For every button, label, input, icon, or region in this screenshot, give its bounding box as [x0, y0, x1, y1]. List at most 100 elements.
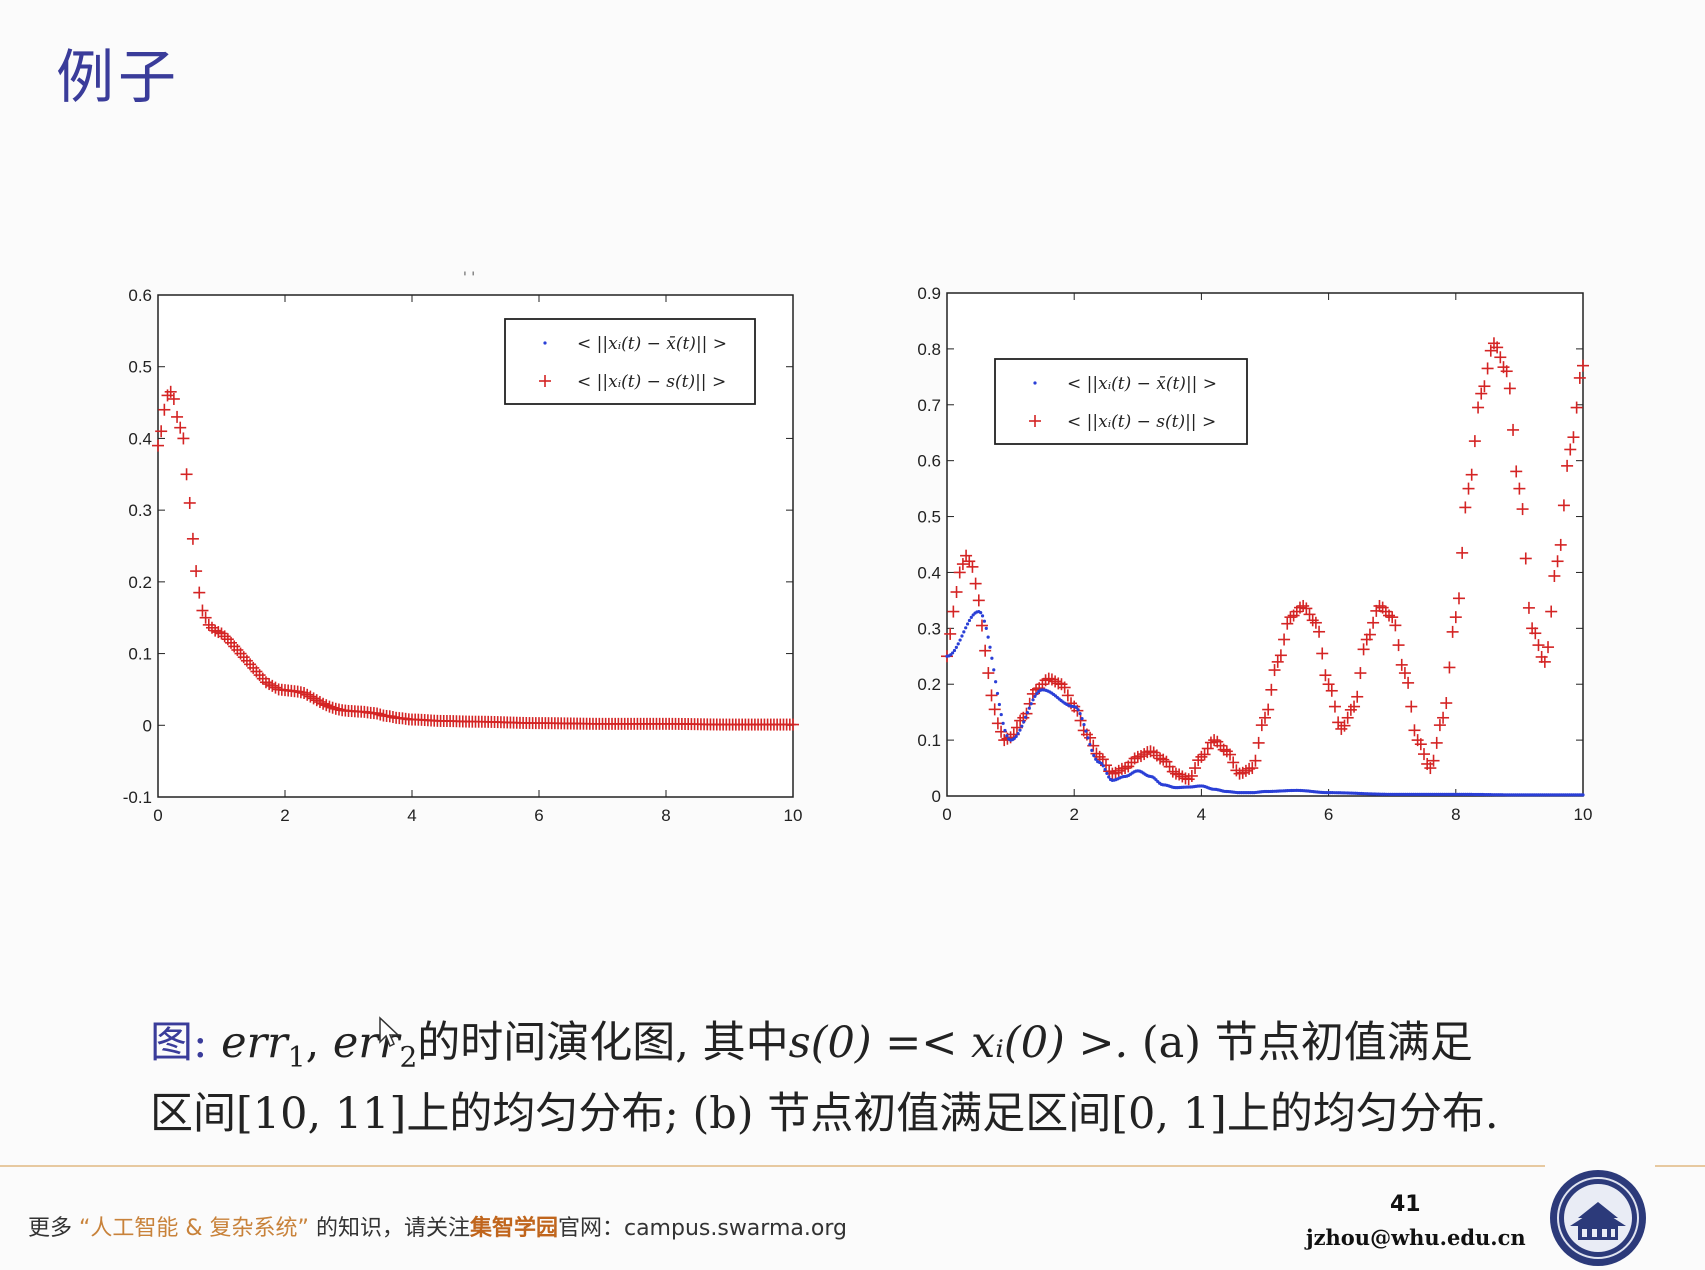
data-point — [1173, 768, 1186, 781]
data-point — [1573, 371, 1586, 384]
data-point — [1557, 499, 1570, 512]
data-point — [1224, 748, 1237, 761]
xtick-label: 4 — [1197, 805, 1206, 824]
data-point — [152, 439, 164, 452]
ytick-label: 0.1 — [917, 731, 941, 750]
ytick-label: 0 — [143, 716, 152, 735]
data-point — [992, 668, 996, 672]
data-point — [1551, 555, 1564, 568]
data-point — [1577, 359, 1589, 372]
xtick-label: 10 — [784, 806, 803, 825]
data-point — [1236, 766, 1249, 779]
ytick-label: 0.4 — [128, 429, 152, 448]
ytick-label: 0.9 — [917, 284, 941, 303]
data-point — [155, 425, 168, 438]
legend-label: < ||xᵢ(t) − x̄(t)|| > — [577, 334, 727, 354]
data-point — [1500, 365, 1513, 378]
data-point — [1481, 362, 1494, 375]
data-point — [1150, 749, 1163, 762]
data-point — [1545, 605, 1558, 618]
data-point — [1554, 538, 1567, 551]
data-point — [1367, 616, 1380, 629]
data-point — [186, 532, 199, 545]
data-point — [1078, 712, 1082, 716]
data-point — [1408, 724, 1421, 737]
data-point — [966, 560, 979, 573]
data-point — [180, 468, 193, 481]
data-point — [1522, 601, 1535, 614]
data-point — [1195, 750, 1208, 763]
data-point — [1027, 706, 1031, 710]
data-point — [1016, 731, 1020, 736]
data-point — [1418, 748, 1430, 761]
data-point — [1090, 748, 1094, 752]
data-point — [1001, 721, 1005, 725]
data-point — [1163, 760, 1176, 773]
data-point — [171, 410, 184, 423]
author-email: jzhou@whu.edu.cn — [1306, 1225, 1526, 1250]
data-point — [1103, 767, 1107, 772]
data-point — [1045, 673, 1058, 686]
data-point — [174, 421, 187, 434]
data-point — [979, 611, 983, 615]
data-point — [1581, 793, 1585, 797]
data-point — [960, 549, 973, 562]
mouse-cursor-icon — [379, 1016, 400, 1048]
data-point — [994, 680, 998, 684]
data-point — [1564, 443, 1577, 456]
series-b-0 — [941, 337, 1589, 786]
data-point — [1084, 731, 1097, 744]
data-point — [202, 618, 215, 631]
data-point — [212, 626, 225, 639]
data-point — [1532, 639, 1545, 652]
data-point — [371, 707, 384, 720]
chart-a: -0.100.10.20.30.40.50.60 2 4 6 8 10< ||xᵢ(t) … — [123, 286, 803, 825]
data-point — [1144, 745, 1157, 758]
data-point — [1478, 380, 1491, 393]
legend-label: < ||xᵢ(t) − s(t)|| > — [1067, 412, 1216, 432]
data-point — [1198, 748, 1211, 761]
data-point — [1392, 639, 1405, 652]
data-point — [1383, 609, 1396, 622]
data-point — [950, 586, 963, 599]
footer-divider-right — [1655, 1165, 1705, 1167]
ytick-label: 0.7 — [917, 396, 941, 415]
data-point — [999, 712, 1003, 717]
data-point — [196, 604, 209, 617]
data-point — [944, 627, 957, 640]
data-point — [1414, 738, 1427, 751]
data-point — [1373, 599, 1386, 612]
footer-suffix: 官网：campus.swarma.org — [557, 1216, 847, 1241]
ytick-label: 0.6 — [917, 452, 941, 471]
ytick-label: 0.3 — [128, 501, 152, 520]
data-point — [1265, 683, 1278, 696]
figure-caption: 图: err1, err2的时间演化图, 其中s(0) =< xᵢ(0) >. … — [150, 1015, 1550, 1143]
data-point — [1507, 423, 1520, 436]
data-point — [1503, 382, 1516, 395]
data-point — [1449, 611, 1462, 624]
ytick-label: 0.5 — [917, 508, 941, 527]
data-point — [1014, 734, 1018, 738]
data-point — [1052, 677, 1065, 690]
data-point — [958, 638, 962, 642]
caption-err1: err — [221, 1018, 288, 1068]
data-point — [1243, 762, 1256, 775]
data-point — [965, 622, 970, 626]
data-point — [1348, 700, 1361, 713]
xtick-label: 6 — [534, 806, 543, 825]
data-point — [1284, 611, 1297, 624]
data-point — [1328, 700, 1341, 713]
data-point — [1189, 762, 1202, 775]
data-point — [1338, 719, 1351, 732]
data-point — [1427, 754, 1440, 767]
data-point — [1513, 482, 1526, 495]
data-point — [1389, 619, 1402, 632]
data-point — [1443, 661, 1456, 674]
footer-promo: 更多 “人工智能 & 复杂系统” 的知识，请关注集智学园官网：campus.sw… — [28, 1210, 847, 1242]
data-point — [1516, 503, 1529, 516]
data-point — [1134, 750, 1147, 763]
data-point — [962, 630, 966, 634]
data-point — [1003, 728, 1007, 733]
xtick-label: 6 — [1324, 805, 1333, 824]
data-point — [1179, 772, 1192, 785]
